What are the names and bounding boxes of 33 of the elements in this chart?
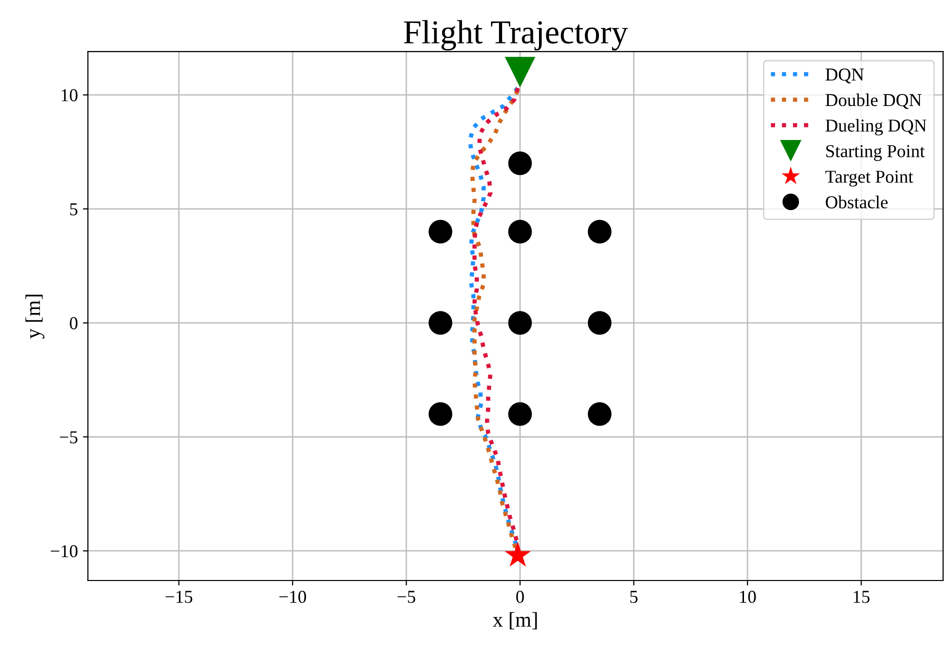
y-tick-label: −5 <box>60 431 78 444</box>
y-tick-label: 0 <box>70 317 78 330</box>
point <box>508 402 532 426</box>
y-tick-label: 10 <box>62 89 78 102</box>
y-tick-label: 5 <box>70 203 78 216</box>
y-tick-label: −10 <box>50 545 78 558</box>
point <box>428 220 452 244</box>
legend-label: Dueling DQN <box>826 118 926 136</box>
x-tick-label: −10 <box>279 590 306 603</box>
point <box>508 311 532 335</box>
legend-label: Starting Point <box>826 145 925 161</box>
point <box>588 311 612 335</box>
x-tick-label: 10 <box>740 590 756 603</box>
x-tick-label: 5 <box>630 590 638 603</box>
point <box>508 152 532 176</box>
point <box>504 56 536 88</box>
chart-title: Flight Trajectory <box>404 20 628 50</box>
point <box>508 220 532 244</box>
point <box>588 402 612 426</box>
legend-label: Target Point <box>825 170 914 187</box>
x-tick-label: −5 <box>398 590 416 603</box>
point <box>428 402 452 426</box>
legend-label: DQN <box>826 68 864 84</box>
point <box>588 220 612 244</box>
point <box>428 311 452 335</box>
x-tick-label: 15 <box>854 590 870 603</box>
legend-label: Obstacle <box>826 196 888 208</box>
x-axis-title: x [m] <box>492 612 537 630</box>
y-axis-title: y [m] <box>25 294 44 339</box>
x-tick-label: −15 <box>166 590 192 603</box>
legend-label: Double DQN <box>826 93 922 109</box>
x-tick-label: 0 <box>516 590 524 603</box>
point <box>504 542 531 567</box>
